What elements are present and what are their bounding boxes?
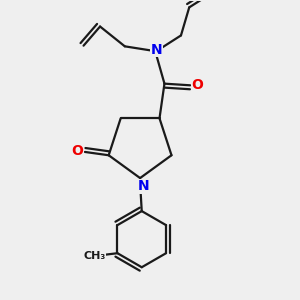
Text: N: N [138, 179, 149, 193]
Text: N: N [150, 43, 162, 57]
Text: CH₃: CH₃ [83, 251, 105, 261]
Text: O: O [191, 78, 203, 92]
Text: O: O [72, 144, 84, 158]
